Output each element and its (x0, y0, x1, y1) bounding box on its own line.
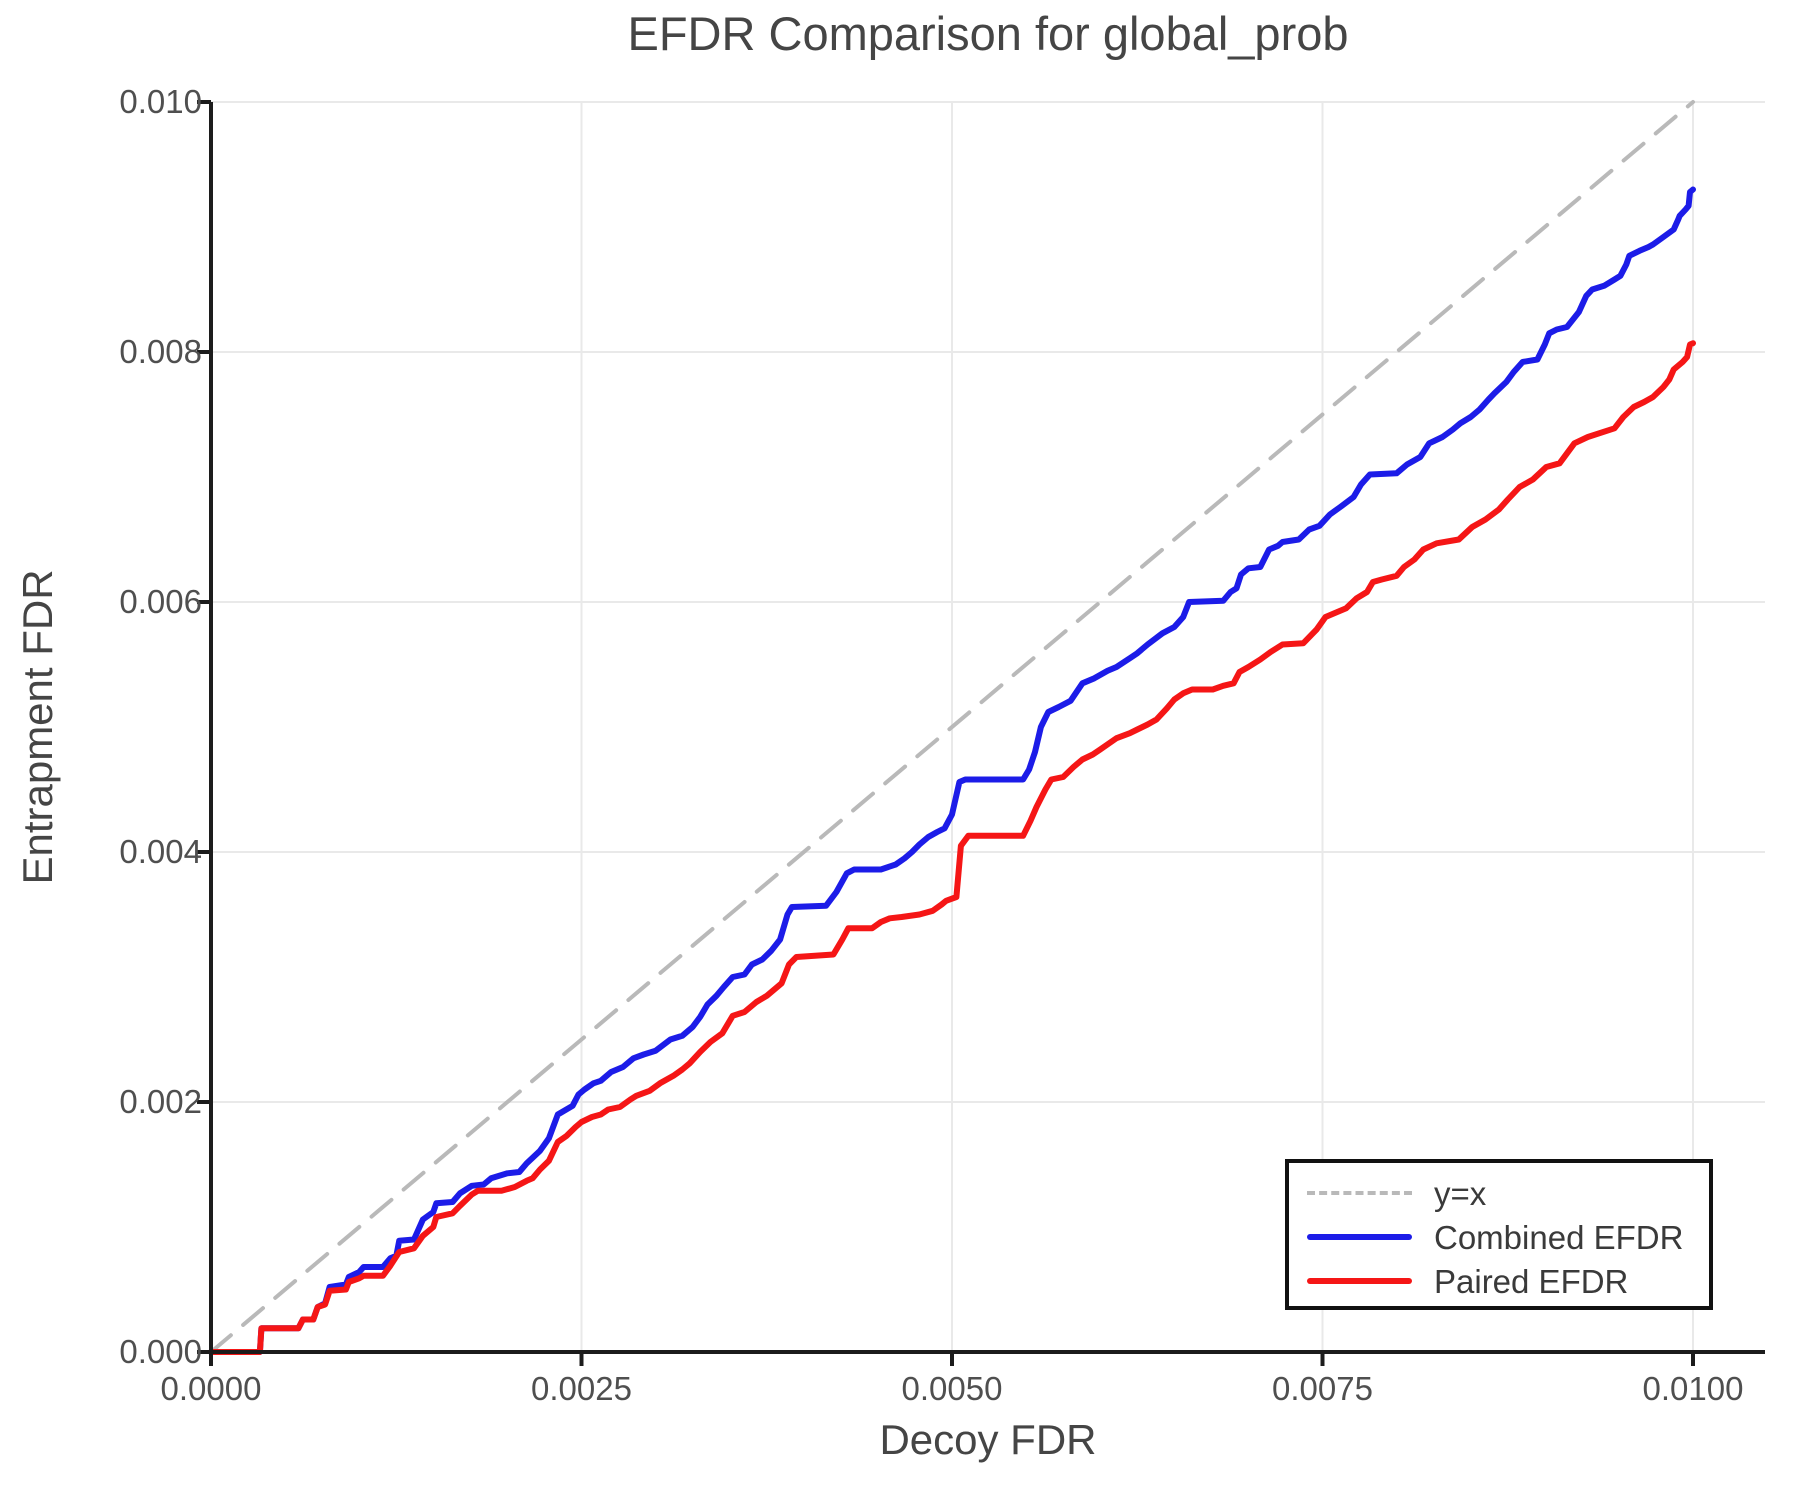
legend-item-yx: y=x (1307, 1171, 1709, 1215)
y-tick-label: 0.006 (119, 583, 202, 620)
x-tick-label: 0.0100 (1642, 1370, 1744, 1407)
legend-label-combined-efdr: Combined EFDR (1434, 1218, 1684, 1256)
x-tick-label: 0.0075 (1272, 1370, 1373, 1407)
legend-item-paired-efdr: Paired EFDR (1307, 1259, 1709, 1303)
x-tick-label: 0.0000 (160, 1370, 262, 1407)
paired-efdr-line-sample (1307, 1278, 1412, 1284)
yx-dashed-line-sample (1307, 1191, 1412, 1195)
y-tick-label: 0.002 (119, 1083, 202, 1120)
x-tick-label: 0.0050 (901, 1370, 1003, 1407)
legend: y=x Combined EFDR Paired EFDR (1285, 1159, 1713, 1310)
chart-title: EFDR Comparison for global_prob (627, 7, 1349, 60)
x-axis-label: Decoy FDR (879, 1416, 1097, 1463)
series-line-paired-efdr (208, 340, 1696, 1355)
combined-efdr-line-sample (1307, 1234, 1412, 1240)
x-tick-label: 0.0025 (531, 1370, 632, 1407)
series-line-y-x (209, 100, 1695, 1354)
series-line-combined-efdr (208, 186, 1696, 1355)
legend-label-yx: y=x (1434, 1174, 1487, 1212)
y-tick-label: 0.000 (119, 1333, 202, 1370)
y-tick-label: 0.010 (119, 83, 202, 120)
legend-label-paired-efdr: Paired EFDR (1434, 1262, 1629, 1300)
legend-item-combined-efdr: Combined EFDR (1307, 1215, 1709, 1259)
y-tick-label: 0.008 (119, 333, 202, 370)
y-tick-label: 0.004 (119, 833, 202, 870)
